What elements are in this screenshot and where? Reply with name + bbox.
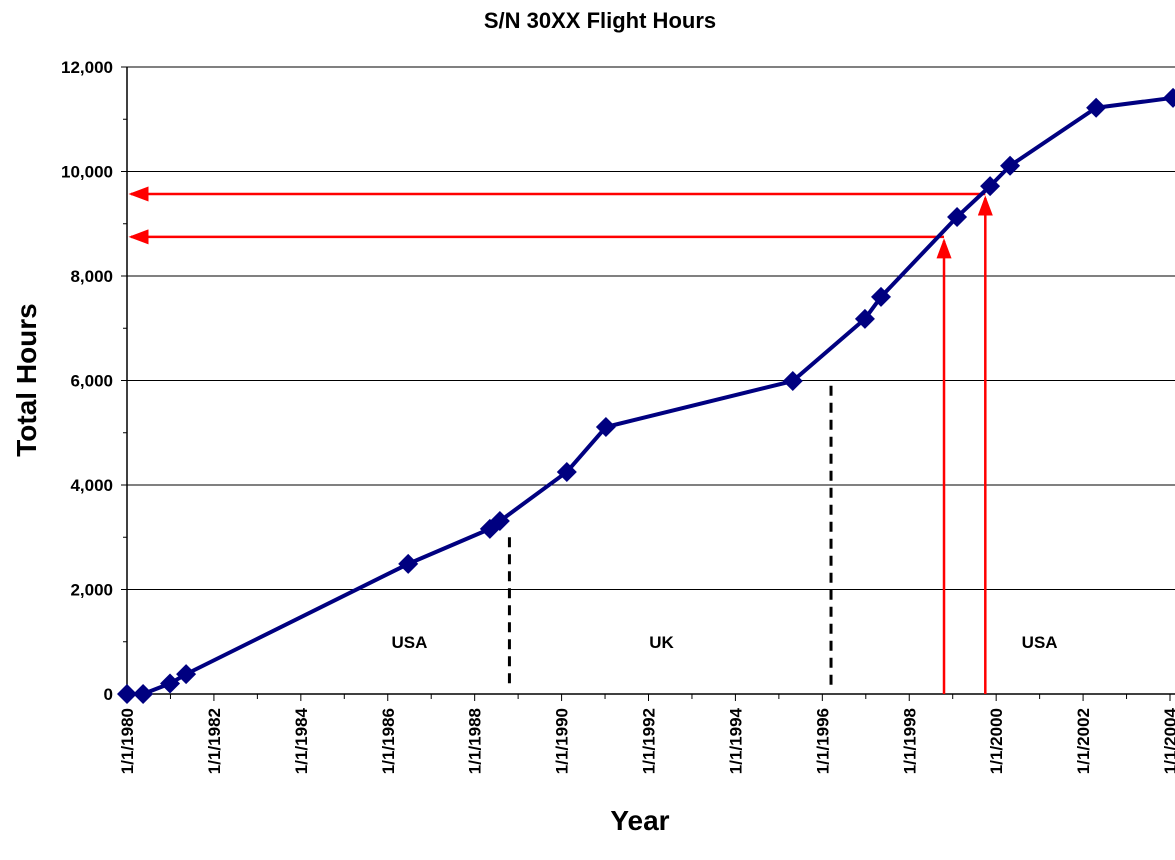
marker	[556, 461, 577, 482]
series-line	[127, 95, 1174, 696]
x-tick-label: 1/1/2004	[1161, 707, 1175, 774]
y-tick-label: 4,000	[70, 476, 113, 495]
y-tick-label: 6,000	[70, 372, 113, 391]
chart-title: S/N 30XX Flight Hours	[484, 8, 716, 33]
marker	[980, 176, 1001, 197]
x-tick-label: 1/1/1982	[205, 708, 224, 774]
marker	[489, 511, 510, 532]
marker	[595, 417, 616, 438]
x-axis-label: Year	[610, 805, 669, 836]
y-axis-label: Total Hours	[11, 303, 42, 456]
x-tick-label: 1/1/2002	[1074, 708, 1093, 774]
marker	[117, 684, 137, 704]
x-tick-label: 1/1/1984	[292, 707, 311, 774]
marker	[947, 206, 968, 227]
marker	[1163, 87, 1175, 108]
y-tick-label: 12,000	[61, 58, 113, 77]
marker	[782, 371, 803, 392]
y-tick-label: 10,000	[61, 163, 113, 182]
y-tick-label: 2,000	[70, 581, 113, 600]
marker	[176, 664, 197, 685]
x-tick-label: 1/1/1988	[466, 708, 485, 774]
y-tick-label: 8,000	[70, 267, 113, 286]
marker	[871, 286, 892, 307]
x-tick-label: 1/1/1994	[726, 707, 745, 774]
region-label: USA	[392, 633, 428, 652]
region-label: UK	[649, 633, 674, 652]
x-tick-label: 1/1/1996	[813, 708, 832, 774]
marker	[398, 553, 419, 574]
x-tick-label: 1/1/1986	[379, 708, 398, 774]
x-tick-label: 1/1/1990	[553, 708, 572, 774]
x-tick-label: 1/1/1992	[640, 708, 659, 774]
marker	[1086, 97, 1107, 118]
x-tick-label: 1/1/1980	[118, 708, 137, 774]
marker	[1000, 155, 1021, 176]
region-label: USA	[1022, 633, 1058, 652]
x-tick-label: 1/1/1998	[900, 708, 919, 774]
y-tick-label: 0	[104, 685, 113, 704]
x-tick-label: 1/1/2000	[987, 708, 1006, 774]
marker	[133, 684, 154, 704]
marker	[854, 308, 875, 329]
marker	[160, 673, 181, 694]
